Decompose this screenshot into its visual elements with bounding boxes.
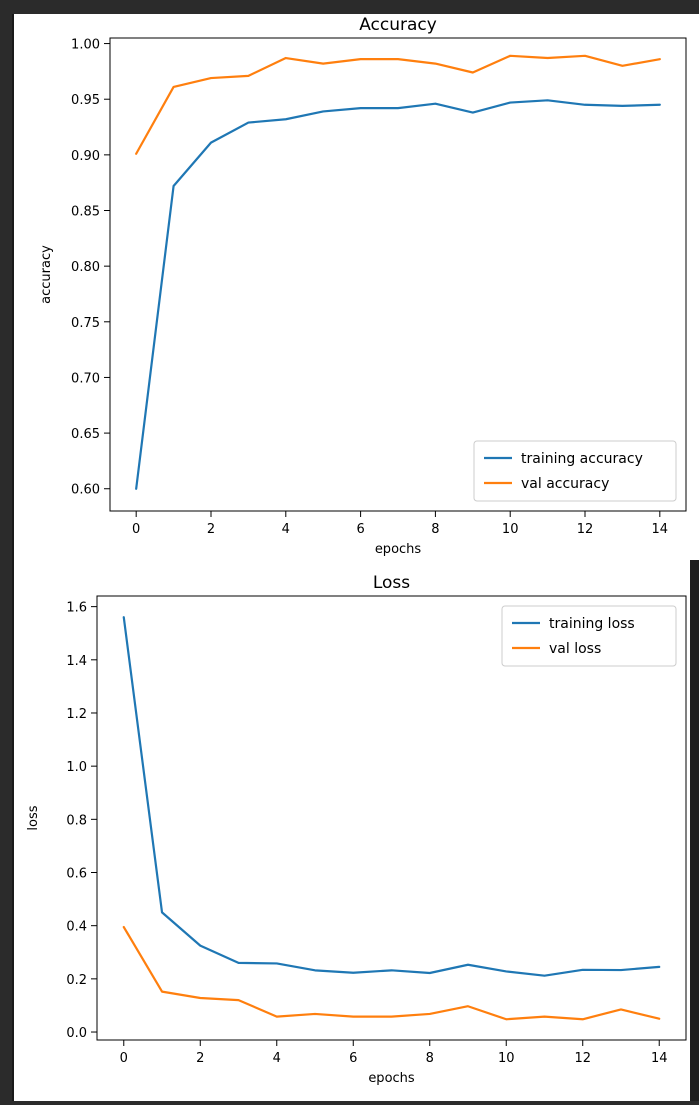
loss-x-tick-label: 0 [120,1051,128,1066]
accuracy-x-axis-label: epochs [375,542,422,557]
accuracy-x-tick-label: 0 [132,522,140,537]
loss-x-tick-label: 10 [498,1051,515,1066]
accuracy-series-line-val-accuracy [135,54,661,155]
loss-y-axis-label: loss [26,805,41,830]
loss-x-tick-label: 12 [574,1051,591,1066]
accuracy-y-tick-label: 0.70 [71,371,100,386]
loss-legend: training loss val loss [501,605,677,667]
loss-x-tick-label: 14 [651,1051,668,1066]
accuracy-y-tick-label: 0.90 [71,149,100,164]
window-edge [690,560,699,1101]
accuracy-legend-label: val accuracy [521,476,609,492]
accuracy-series-line-training-accuracy [135,99,661,490]
loss-legend-label: training loss [549,616,635,632]
accuracy-y-axis-label: accuracy [39,245,54,304]
loss-x-tick-label: 2 [196,1051,204,1066]
loss-y-tick-label: 0.4 [66,920,87,935]
loss-y-tick-label: 0.2 [66,973,87,988]
accuracy-y-tick-label: 0.80 [71,260,100,275]
accuracy-chart-title: Accuracy [359,15,437,35]
loss-x-tick-label: 8 [426,1051,434,1066]
accuracy-y-tick-label: 0.95 [71,93,100,108]
loss-y-tick-label: 1.6 [66,601,87,616]
accuracy-x-tick-label: 12 [577,522,594,537]
loss-plot-frame [96,595,687,1041]
loss-chart-title: Loss [373,573,410,593]
accuracy-legend: training accuracy val accuracy [473,440,677,502]
accuracy-chart: Accuracy 0 2 4 6 8 10 12 14 0.60 0.65 0.70 0.75 0.80 0… [39,15,687,557]
loss-y-tick-label: 0.0 [66,1026,87,1041]
accuracy-y-tick-label: 0.85 [71,205,100,220]
accuracy-x-tick-label: 8 [431,522,439,537]
accuracy-y-tick-label: 0.65 [71,427,100,442]
accuracy-x-tick-label: 4 [282,522,290,537]
loss-legend-label: val loss [549,641,601,657]
loss-y-tick-label: 0.6 [66,867,87,882]
loss-x-tick-label: 6 [349,1051,357,1066]
loss-x-tick-label: 4 [273,1051,281,1066]
loss-chart: Loss 0 2 4 6 8 10 12 14 0.0 0.2 0.4 0.6 0.8 1.0 1.2 1.4 1… [26,573,687,1086]
accuracy-y-tick-label: 0.75 [71,316,100,331]
loss-y-tick-label: 0.8 [66,813,87,828]
accuracy-x-tick-label: 6 [356,522,364,537]
loss-series-line-val-loss [122,925,661,1021]
accuracy-y-tick-label: 1.00 [71,38,100,53]
loss-series-line-training-loss [122,616,661,977]
accuracy-x-tick-label: 14 [652,522,669,537]
loss-y-tick-label: 1.2 [66,707,87,722]
accuracy-x-tick-label: 10 [502,522,519,537]
accuracy-legend-label: training accuracy [521,451,643,467]
loss-x-axis-label: epochs [368,1071,415,1086]
figure-panel: Accuracy 0 2 4 6 8 10 12 14 0.60 0.65 0.70 0.75 0.80 0… [12,14,699,1101]
accuracy-x-tick-label: 2 [207,522,215,537]
loss-y-tick-label: 1.0 [66,760,87,775]
accuracy-plot-frame [109,37,687,512]
loss-y-tick-label: 1.4 [66,654,87,669]
loss-legend-box [501,605,677,667]
accuracy-y-tick-label: 0.60 [71,483,100,498]
accuracy-legend-box [473,440,677,502]
